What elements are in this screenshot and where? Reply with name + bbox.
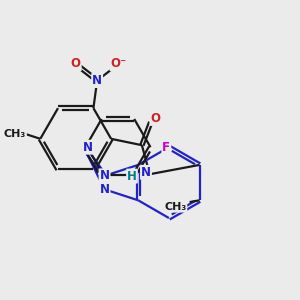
Text: N: N — [100, 169, 110, 182]
Text: O: O — [150, 112, 161, 125]
Text: H: H — [127, 169, 137, 183]
Text: O⁻: O⁻ — [110, 57, 127, 70]
Text: N: N — [92, 74, 102, 87]
Text: N: N — [141, 166, 151, 179]
Text: CH₃: CH₃ — [164, 202, 186, 212]
Text: CH₃: CH₃ — [4, 129, 26, 139]
Text: N: N — [82, 141, 92, 154]
Text: O: O — [71, 57, 81, 70]
Text: N: N — [100, 183, 110, 196]
Text: F: F — [162, 141, 170, 154]
